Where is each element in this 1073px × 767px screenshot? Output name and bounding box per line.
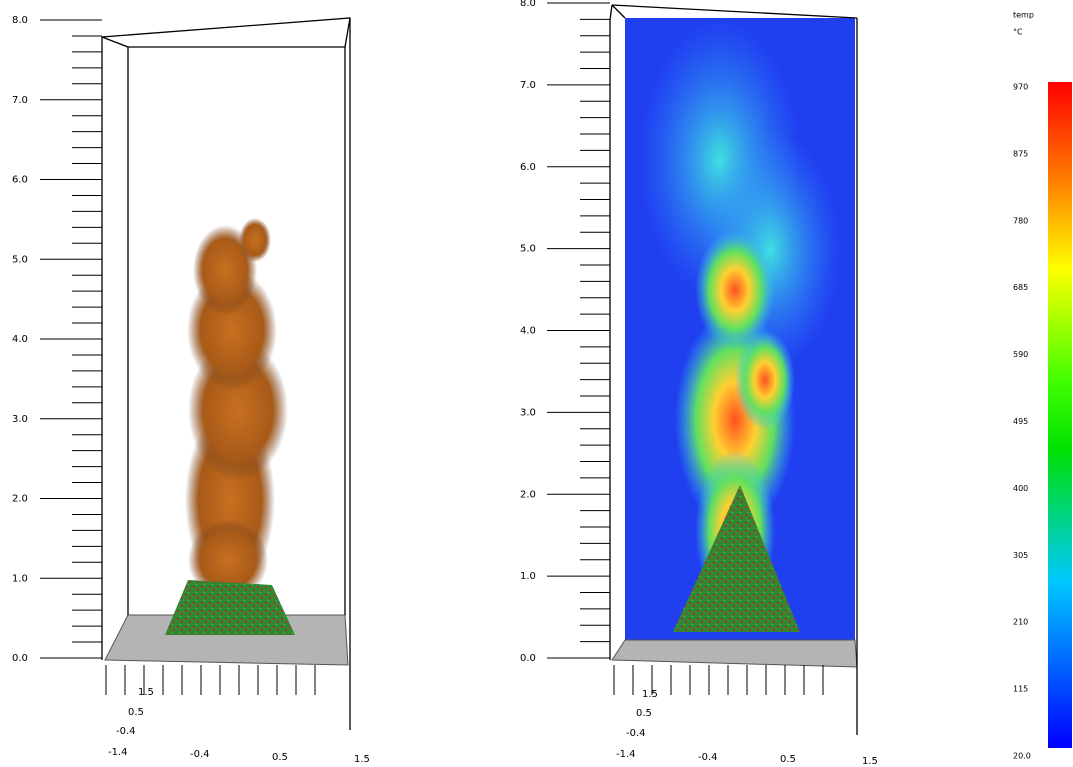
x-label: 1.5 [354, 754, 370, 765]
x-label: -0.4 [190, 749, 210, 760]
x-label: -0.4 [698, 752, 718, 763]
height-label: 3.0 [12, 414, 28, 425]
height-label: 1.0 [12, 573, 28, 584]
height-label: 7.0 [520, 80, 536, 91]
depth-label: 1.5 [642, 689, 658, 700]
right-view [610, 5, 1072, 748]
x-label: 0.5 [780, 754, 796, 765]
colorbar-label: 495 [1013, 417, 1028, 426]
colorbar-label: 780 [1013, 216, 1028, 225]
height-label: 5.0 [520, 244, 536, 255]
height-label: 6.0 [12, 175, 28, 186]
colorbar-label: 590 [1013, 350, 1028, 359]
height-label: 2.0 [520, 489, 536, 500]
depth-label: -0.4 [626, 728, 646, 739]
height-label: 1.0 [520, 571, 536, 582]
depth-label: 1.5 [138, 687, 154, 698]
colorbar-label: 20.0 [1013, 752, 1031, 761]
colorbar-label: 685 [1013, 283, 1028, 292]
x-label: 0.5 [272, 752, 288, 763]
height-label: 2.0 [12, 494, 28, 505]
colorbar-label: 210 [1013, 618, 1028, 627]
colorbar-label: 305 [1013, 551, 1028, 560]
height-label: 8.0 [520, 0, 536, 9]
colorbar-label: 970 [1013, 83, 1028, 92]
depth-label: 0.5 [636, 708, 652, 719]
height-label: 8.0 [12, 15, 28, 26]
height-label: 7.0 [12, 95, 28, 106]
colorbar-label: 115 [1013, 685, 1028, 694]
height-label: 3.0 [520, 407, 536, 418]
colorbar-label: 400 [1013, 484, 1028, 493]
colorbar-unit: °C [1013, 28, 1023, 37]
height-label: 0.0 [12, 653, 28, 664]
x-label: 1.5 [862, 756, 878, 767]
depth-label: -0.4 [116, 726, 136, 737]
screen: temp °C 0.0 1.0 2.0 3.0 4.0 5.0 6.0 7.0 8.0 -1.4 -… [0, 0, 1073, 767]
height-label: 0.0 [520, 653, 536, 664]
fuel-cone [165, 580, 295, 635]
x-label: -1.4 [108, 747, 128, 758]
height-label: 6.0 [520, 162, 536, 173]
depth-label: 0.5 [128, 707, 144, 718]
flame [185, 218, 288, 600]
left-view [102, 18, 350, 730]
height-label: 4.0 [520, 326, 536, 337]
colorbar-title: temp [1013, 11, 1034, 20]
colorbar-label: 875 [1013, 149, 1028, 158]
height-label: 4.0 [12, 334, 28, 345]
colorbar-gradient [1048, 82, 1072, 748]
x-label: -1.4 [616, 749, 636, 760]
height-label: 5.0 [12, 254, 28, 265]
